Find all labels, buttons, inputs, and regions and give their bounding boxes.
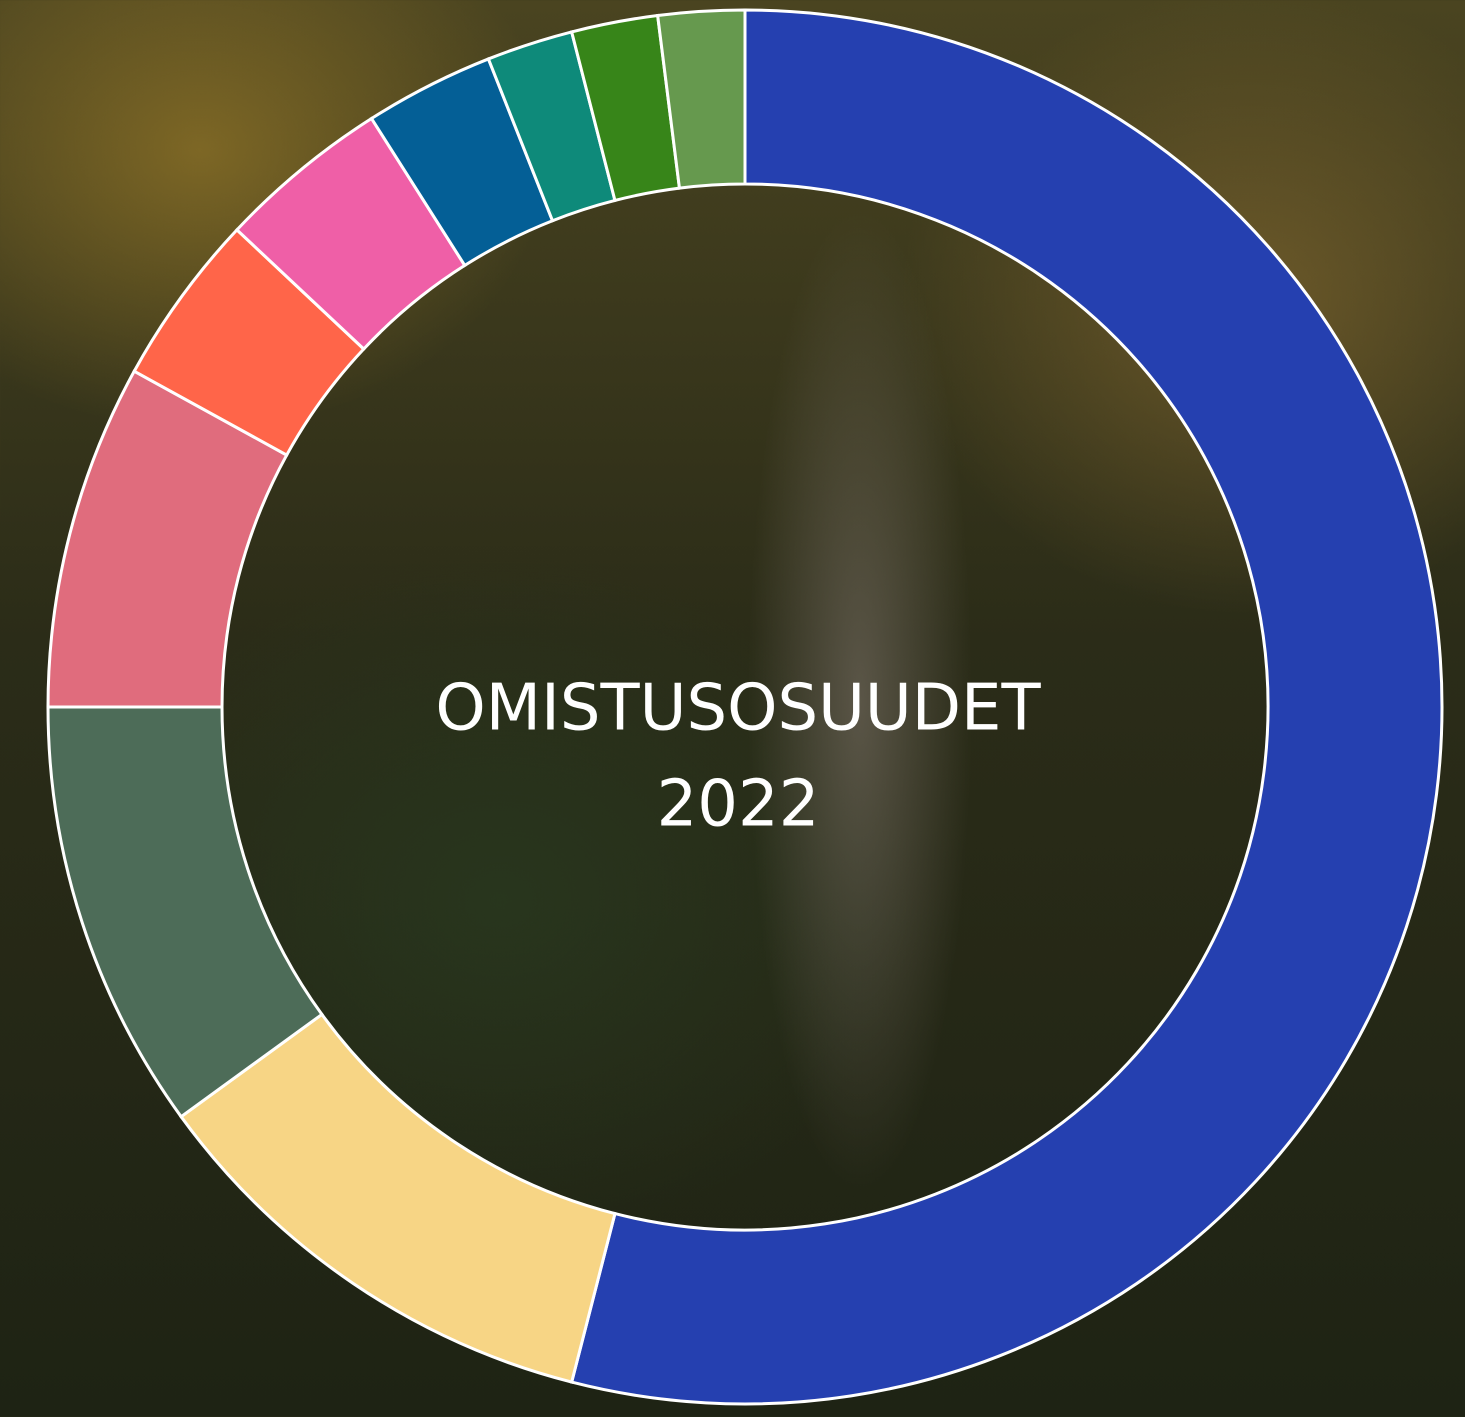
slices [46, 8, 1444, 1406]
donut-slice [569, 8, 1444, 1406]
donut-slice [655, 8, 747, 190]
chart-subtitle: 2022 [657, 768, 820, 842]
chart-title: OMISTUSOSUUDET [435, 672, 1041, 746]
